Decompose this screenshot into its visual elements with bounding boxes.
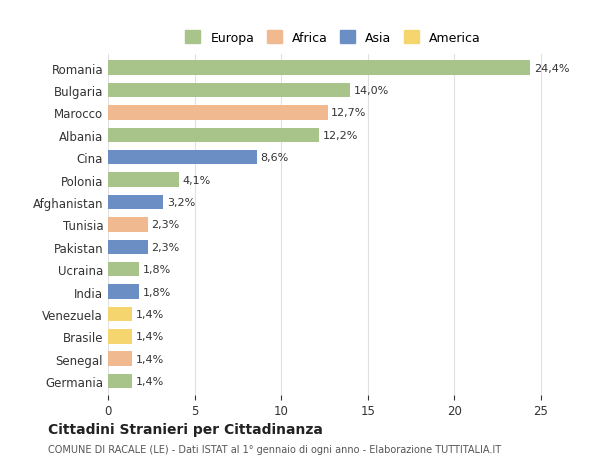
Bar (108, 128, 319, 143)
Bar (108, 61, 530, 76)
Legend: Europa, Africa, Asia, America: Europa, Africa, Asia, America (182, 28, 484, 49)
Bar (108, 106, 328, 120)
Text: 1,8%: 1,8% (143, 287, 171, 297)
Bar (108, 263, 139, 277)
Bar (108, 173, 179, 187)
Bar (108, 218, 148, 232)
Text: 1,8%: 1,8% (143, 264, 171, 274)
Bar (108, 285, 139, 299)
Bar (108, 195, 163, 210)
Text: 12,2%: 12,2% (323, 130, 358, 140)
Text: 3,2%: 3,2% (167, 197, 195, 207)
Text: 24,4%: 24,4% (534, 63, 569, 73)
Text: 2,3%: 2,3% (151, 220, 179, 230)
Text: Cittadini Stranieri per Cittadinanza: Cittadini Stranieri per Cittadinanza (48, 422, 323, 436)
Text: 14,0%: 14,0% (354, 86, 389, 96)
Bar (108, 151, 257, 165)
Bar (108, 352, 132, 366)
Bar (108, 84, 350, 98)
Text: 1,4%: 1,4% (136, 309, 164, 319)
Text: 4,1%: 4,1% (182, 175, 211, 185)
Bar (108, 374, 132, 389)
Text: 1,4%: 1,4% (136, 354, 164, 364)
Text: 12,7%: 12,7% (331, 108, 367, 118)
Text: COMUNE DI RACALE (LE) - Dati ISTAT al 1° gennaio di ogni anno - Elaborazione TUT: COMUNE DI RACALE (LE) - Dati ISTAT al 1°… (48, 444, 501, 454)
Bar (108, 240, 148, 255)
Bar (108, 330, 132, 344)
Text: 1,4%: 1,4% (136, 376, 164, 386)
Text: 1,4%: 1,4% (136, 332, 164, 341)
Text: 2,3%: 2,3% (151, 242, 179, 252)
Text: 8,6%: 8,6% (260, 153, 289, 163)
Bar (108, 307, 132, 322)
